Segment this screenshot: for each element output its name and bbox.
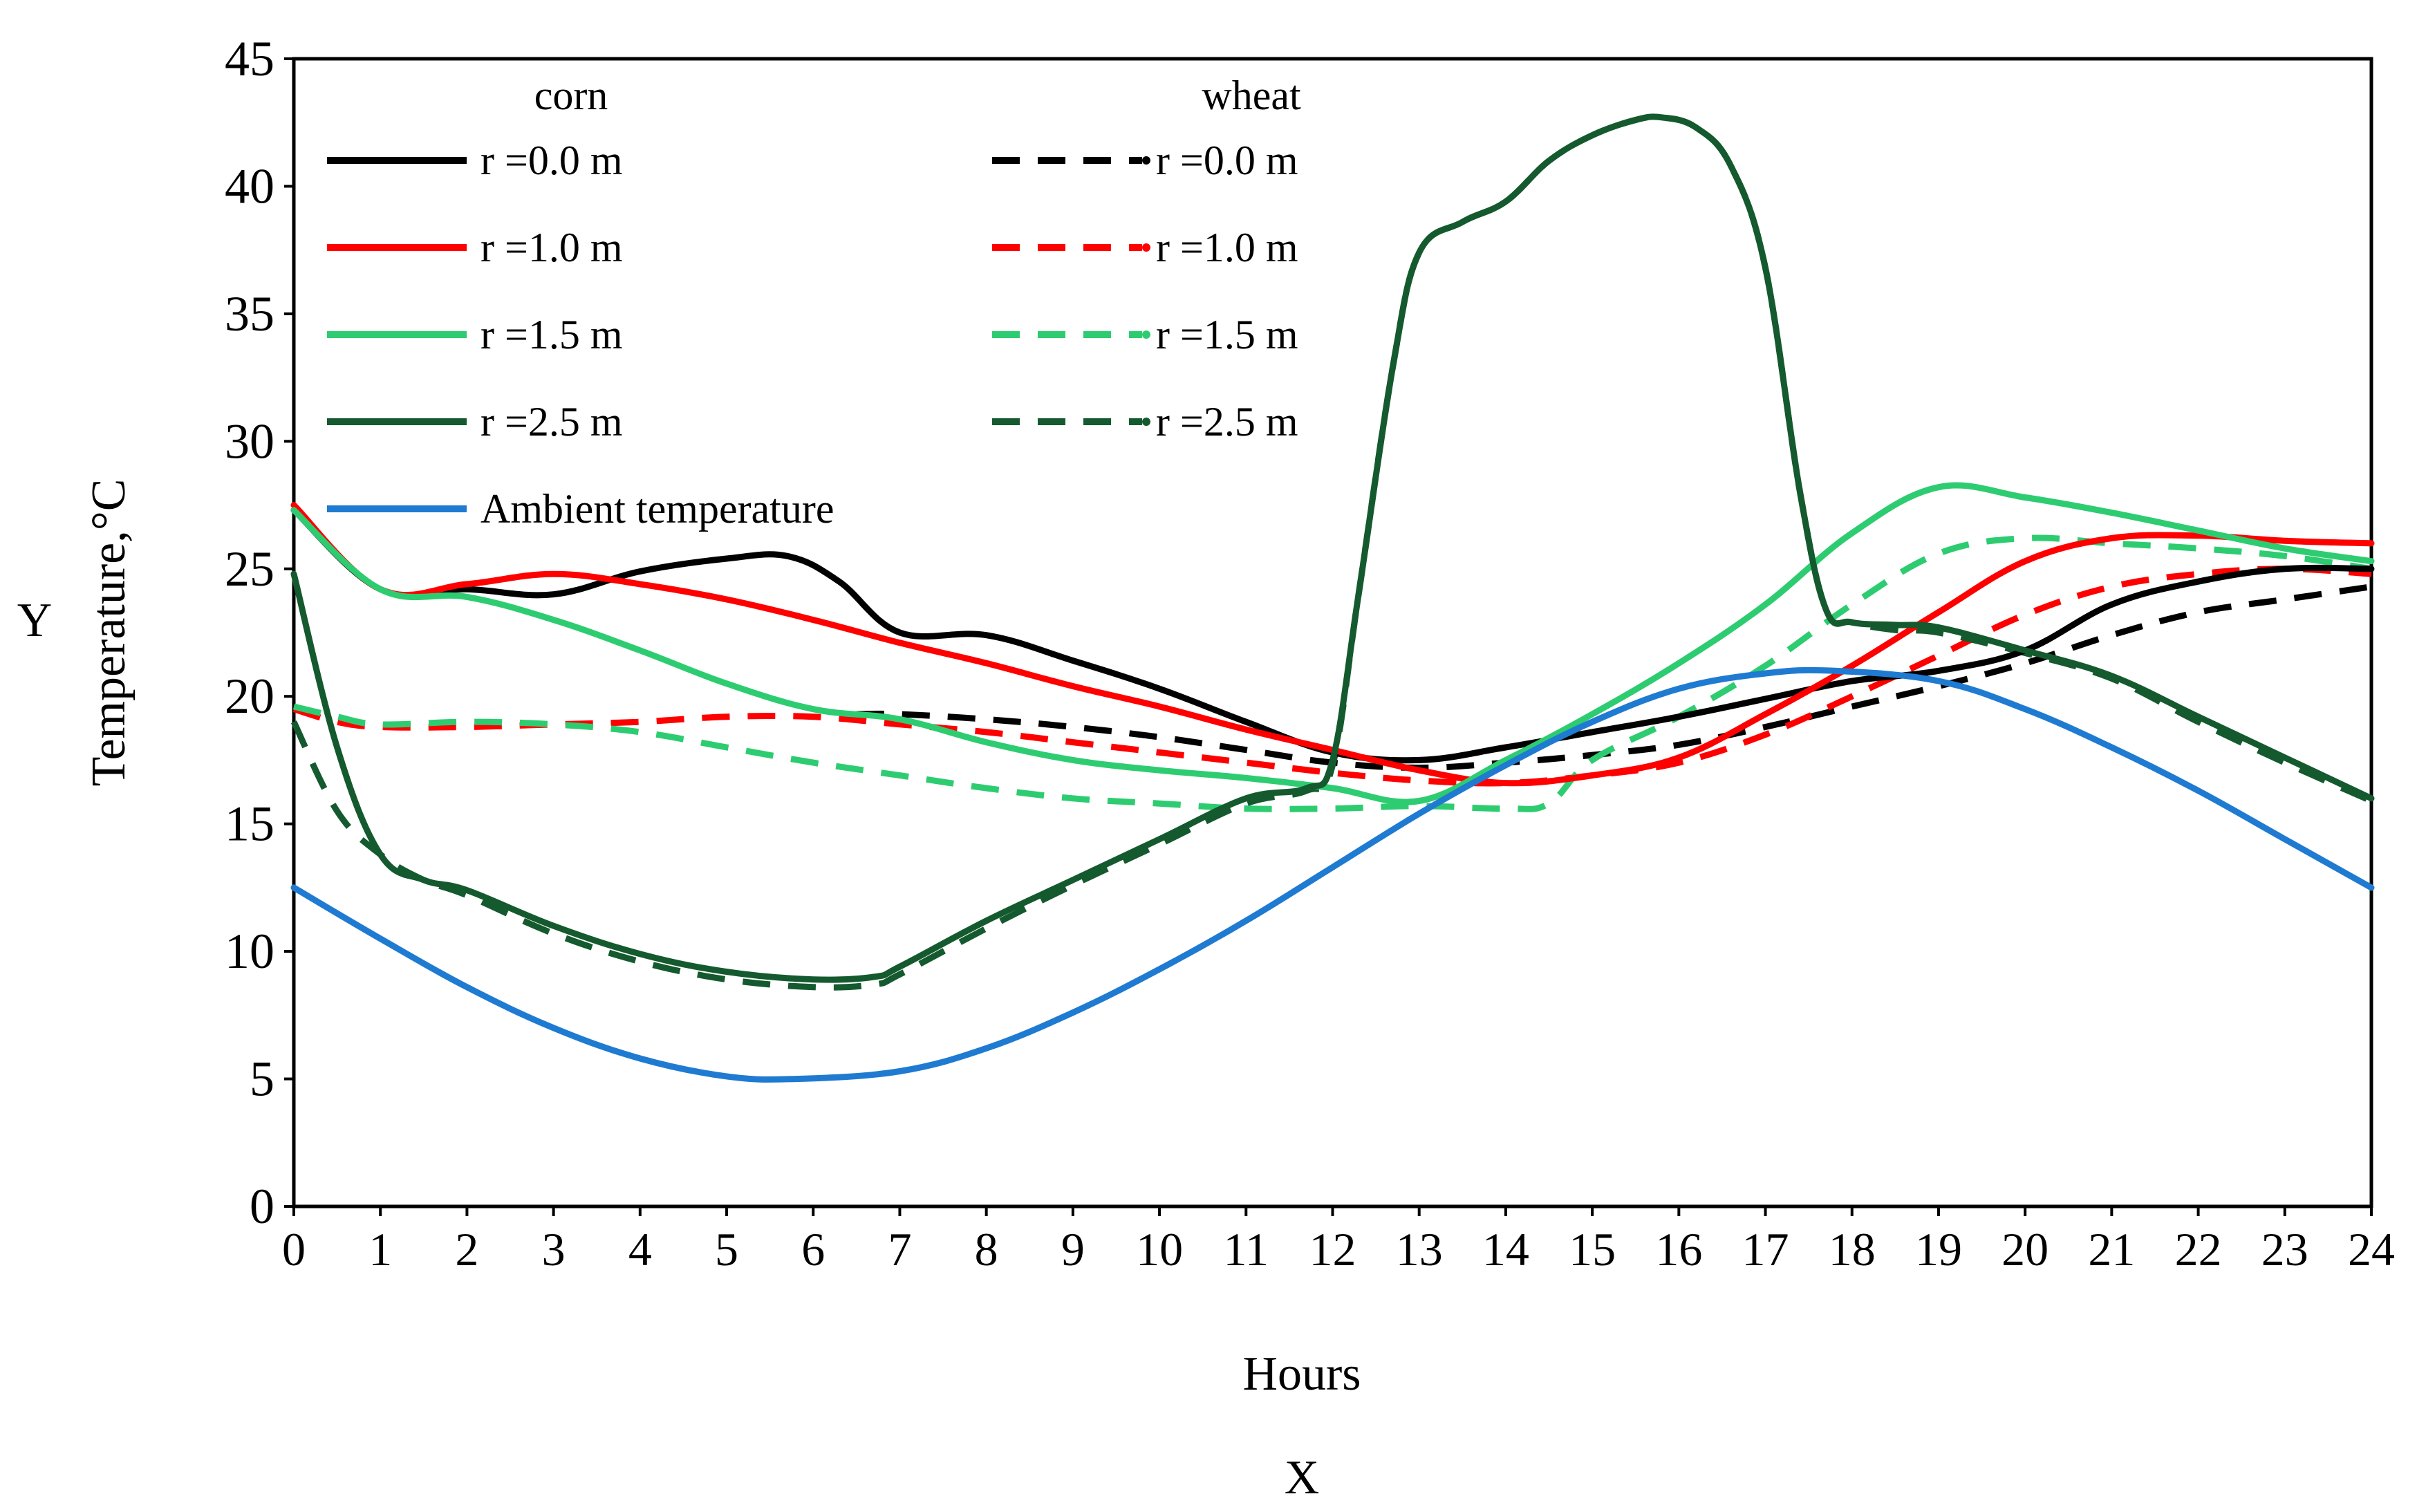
legend-dot-wheat-r-0-0-m [1142, 156, 1150, 165]
x-tick-label: 4 [628, 1223, 652, 1276]
legend-label-wheat-r-1-5-m: r =1.5 m [1156, 312, 1298, 357]
x-tick-label: 5 [715, 1223, 738, 1276]
x-tick-label: 17 [1742, 1223, 1789, 1276]
x-axis-title: Hours [1242, 1347, 1361, 1401]
series-corn-r-1-5-m [290, 482, 2375, 805]
y-axis-letter: Y [17, 594, 53, 647]
legend-label-corn-r-1-5-m: r =1.5 m [480, 312, 623, 357]
legend-label-corn-r-1-0-m: r =1.0 m [480, 225, 623, 270]
x-tick-label: 16 [1655, 1223, 1702, 1276]
y-tick-label: 20 [225, 669, 274, 724]
y-axis-title: Temperature,°C [82, 479, 136, 787]
legend-label-wheat-r-2-5-m: r =2.5 m [1156, 399, 1298, 445]
legend-label-corn-r-0-0-m: r =0.0 m [480, 138, 623, 183]
x-tick-label: 7 [888, 1223, 911, 1276]
x-tick-label: 13 [1396, 1223, 1443, 1276]
y-tick-label: 25 [225, 541, 274, 597]
legend-header-wheat: wheat [1202, 73, 1301, 118]
x-tick-label: 10 [1136, 1223, 1183, 1276]
x-tick-label: 2 [455, 1223, 478, 1276]
x-axis-letter: X [1285, 1451, 1320, 1504]
x-tick-label: 20 [2001, 1223, 2049, 1276]
y-tick-label: 15 [225, 796, 274, 852]
x-tick-label: 14 [1482, 1223, 1529, 1276]
y-tick-label: 0 [250, 1179, 274, 1234]
series-corn-r-2-5-m [290, 113, 2375, 983]
series-wheat-r-1-0-m [292, 566, 2372, 787]
series-corn-ambient-temperature [290, 666, 2375, 1083]
x-tick-label: 11 [1224, 1223, 1269, 1276]
x-tick-label: 19 [1915, 1223, 1962, 1276]
y-tick-label: 10 [225, 924, 274, 979]
legend-label-wheat-r-0-0-m: r =0.0 m [1156, 138, 1298, 183]
legend-dot-wheat-r-1-0-m [1142, 243, 1150, 252]
y-tick-label: 40 [225, 158, 274, 214]
x-tick-label: 9 [1061, 1223, 1085, 1276]
x-tick-label: 3 [542, 1223, 566, 1276]
legend-label-wheat-r-1-0-m: r =1.0 m [1156, 225, 1298, 270]
x-tick-label: 23 [2261, 1223, 2308, 1276]
legend-dot-wheat-r-2-5-m [1142, 418, 1150, 426]
x-tick-label: 24 [2348, 1223, 2395, 1276]
legend-label-corn-r-2-5-m: r =2.5 m [480, 399, 623, 445]
legend: corn wheat r =0.0 m r =1.0 m r =1.5 m r =2.… [327, 73, 1301, 532]
x-tick-label: 8 [975, 1223, 998, 1276]
x-tick-label: 15 [1569, 1223, 1616, 1276]
x-tick-label: 0 [282, 1223, 306, 1276]
x-tick-label: 18 [1829, 1223, 1876, 1276]
x-tick-label: 12 [1309, 1223, 1356, 1276]
y-tick-label: 30 [225, 413, 274, 469]
series-wheat-r-1-5-m [292, 534, 2372, 812]
y-tick-label: 35 [225, 286, 274, 342]
legend-label-corn-ambient-temperature: Ambient temperature [480, 486, 834, 532]
legend-header-corn: corn [534, 73, 608, 118]
legend-dot-wheat-r-1-5-m [1142, 330, 1150, 339]
x-tick-label: 6 [801, 1223, 825, 1276]
x-tick-label: 1 [368, 1223, 392, 1276]
series-layer [290, 113, 2375, 1083]
x-tick-label: 22 [2175, 1223, 2222, 1276]
y-tick-label: 5 [250, 1052, 274, 1107]
y-tick-label: 45 [225, 31, 274, 86]
x-tick-label: 21 [2088, 1223, 2135, 1276]
